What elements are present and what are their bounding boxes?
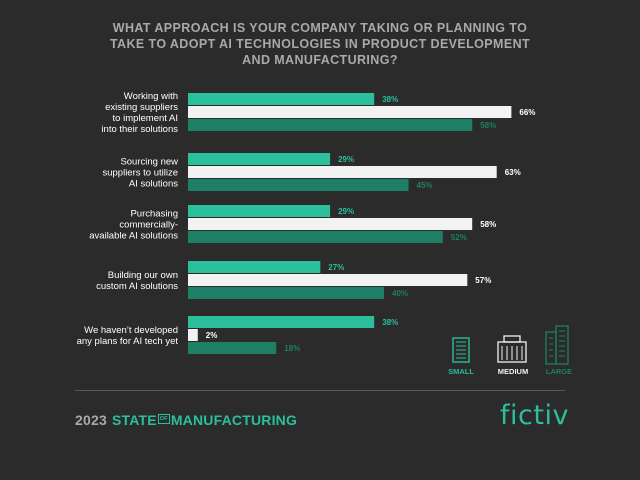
value-label: 2% [206, 331, 218, 340]
small-building-icon [452, 337, 470, 363]
value-label: 52% [451, 233, 467, 242]
value-label: 29% [338, 155, 354, 164]
bar-large [188, 342, 277, 354]
category-label-line: available AI solutions [89, 231, 178, 242]
bar-chart: Working with existing suppliers to impleme… [77, 91, 573, 376]
legend-large-label: LARGE [546, 367, 572, 376]
category-label-line: commercially- [119, 220, 178, 231]
bar-small [188, 316, 375, 328]
report-title: 2023 STATE OF MANUFACTURING [75, 412, 297, 428]
bars-group: Working with existing suppliers to impleme… [77, 91, 535, 354]
category-label: We haven’t developed any plans for AI tec… [77, 325, 179, 347]
category-label: Working with existing suppliers to impleme… [101, 91, 178, 135]
value-label: 18% [284, 344, 300, 353]
category-label: Purchasing commercially-available AI solu… [89, 209, 178, 242]
category-label: Building our own custom AI solutions [96, 270, 178, 292]
legend-medium-label: MEDIUM [498, 367, 528, 376]
bar-large [188, 179, 409, 191]
bar-large [188, 287, 384, 299]
footer-divider [75, 390, 565, 391]
bar-medium [188, 106, 512, 118]
category-label-line: AI solutions [129, 179, 178, 190]
legend: SMALL MEDIUM LARGE [448, 325, 572, 376]
bar-small [188, 153, 331, 165]
value-label: 38% [382, 318, 398, 327]
category-label-line: into their solutions [101, 124, 178, 135]
bar-medium [188, 166, 497, 178]
value-label: 27% [328, 263, 344, 272]
value-label: 45% [417, 181, 433, 190]
bar-medium [188, 329, 198, 341]
value-label: 29% [338, 207, 354, 216]
bar-medium [188, 218, 473, 230]
bar-small [188, 205, 331, 217]
value-label: 58% [480, 121, 496, 130]
category-label-line: Working with [124, 91, 178, 102]
value-label: 58% [480, 220, 496, 229]
value-label: 38% [382, 95, 398, 104]
bar-large [188, 231, 443, 243]
bar-medium [188, 274, 468, 286]
bar-small [188, 93, 375, 105]
report-state: STATE [111, 412, 157, 428]
value-label: 40% [392, 289, 408, 298]
bar-small [188, 261, 321, 273]
category-label-line: suppliers to utilize [102, 168, 178, 179]
category-label-line: custom AI solutions [96, 281, 178, 292]
fictiv-logo: fictiv [500, 400, 569, 431]
bar-large [188, 119, 473, 131]
category-label-line: Sourcing new [120, 157, 178, 168]
chart-title: WHAT APPROACH IS YOUR COMPANY TAKING OR … [109, 21, 531, 67]
legend-small-label: SMALL [448, 367, 474, 376]
category-label-line: Purchasing [130, 209, 178, 220]
report-year: 2023 [75, 412, 107, 428]
report-of: OF [157, 414, 170, 424]
report-manufacturing: MANUFACTURING [170, 412, 298, 428]
category-label-line: Building our own [108, 270, 178, 281]
category-label-line: to implement AI [113, 113, 178, 124]
category-label-line: existing suppliers [105, 102, 178, 113]
category-label-line: We haven’t developed [84, 325, 178, 336]
category-label-line: any plans for AI tech yet [77, 336, 179, 347]
medium-building-icon [497, 335, 527, 363]
value-label: 57% [475, 276, 491, 285]
category-label: Sourcing new suppliers to utilize AI solut… [102, 157, 178, 190]
large-building-icon [545, 325, 569, 365]
value-label: 66% [519, 108, 535, 117]
value-label: 63% [505, 168, 521, 177]
